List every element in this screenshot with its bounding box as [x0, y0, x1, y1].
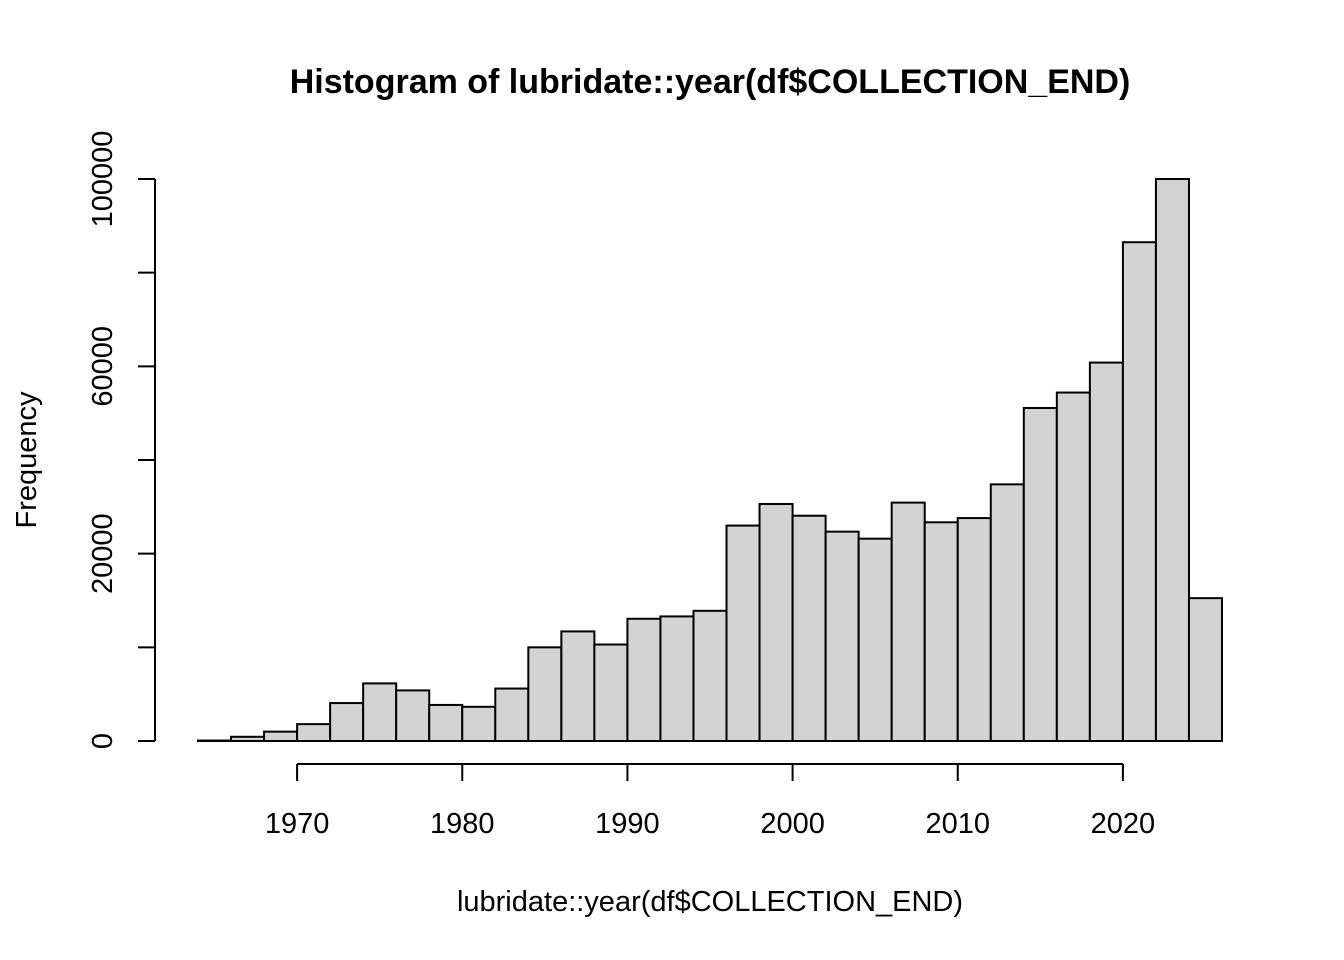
x-tick-label: 1980	[430, 808, 495, 840]
x-tick-label: 1990	[595, 808, 660, 840]
histogram-bar	[857, 537, 893, 742]
histogram-bar	[461, 705, 497, 742]
histogram-bar	[956, 517, 992, 742]
x-tick-label: 2020	[1091, 808, 1156, 840]
y-tick-label: 60000	[87, 326, 119, 407]
histogram-bar	[1022, 407, 1058, 742]
x-tick-label: 2010	[925, 808, 990, 840]
y-tick-label: 0	[87, 733, 119, 749]
histogram-bar	[923, 521, 959, 742]
histogram-bar	[692, 609, 728, 743]
histogram-bar	[824, 530, 860, 743]
y-axis-label: Frequency	[11, 391, 43, 529]
y-tick-label: 100000	[87, 131, 119, 228]
histogram-bar	[1154, 178, 1190, 742]
histogram-bar	[395, 689, 431, 742]
histogram-bar	[791, 514, 827, 743]
chart-title: Histogram of lubridate::year(df$COLLECTI…	[290, 63, 1131, 101]
histogram-bar	[1187, 597, 1224, 742]
histogram-bar	[263, 730, 299, 743]
histogram-bar	[890, 501, 926, 743]
histogram-bar	[758, 503, 794, 743]
histogram-bar	[527, 646, 563, 742]
x-axis-label: lubridate::year(df$COLLECTION_END)	[457, 886, 963, 918]
histogram-bar	[230, 735, 266, 742]
histogram-bar	[1121, 241, 1157, 742]
histogram-bar	[494, 687, 530, 743]
x-axis: 1970 1980 1990 2000 2010 2020	[265, 763, 1156, 840]
histogram-bar	[659, 615, 695, 743]
histogram-bar	[296, 723, 332, 743]
histogram-bar	[428, 703, 464, 743]
histogram-bars	[197, 178, 1224, 743]
histogram-bar	[725, 524, 761, 742]
y-tick-label: 20000	[87, 513, 119, 594]
histogram-bar	[1088, 361, 1124, 742]
x-tick-label: 1970	[265, 808, 330, 840]
histogram-bar	[626, 617, 662, 743]
histogram-bar	[560, 630, 596, 742]
histogram-bar	[593, 643, 629, 742]
y-axis: 0 20000 60000 100000	[87, 131, 156, 749]
histogram-bar	[1055, 391, 1091, 742]
histogram-bar	[329, 702, 365, 743]
histogram-bar	[362, 682, 398, 743]
histogram-bar	[989, 483, 1025, 742]
x-tick-label: 2000	[760, 808, 825, 840]
